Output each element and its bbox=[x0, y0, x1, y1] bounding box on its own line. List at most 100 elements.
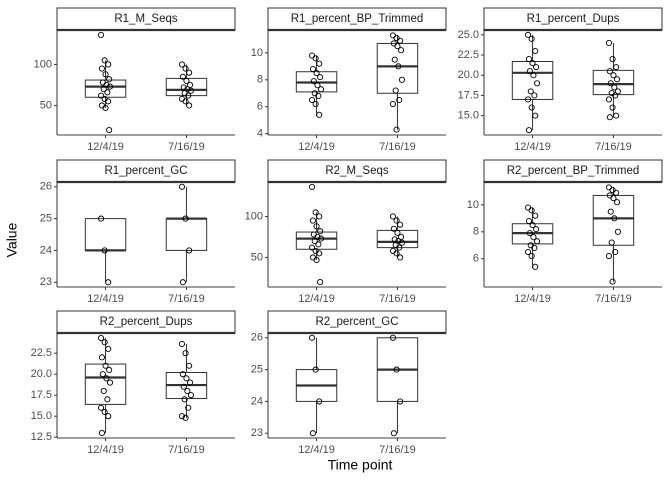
point bbox=[394, 229, 401, 236]
strip-label: R1_percent_BP_Trimmed bbox=[291, 13, 424, 25]
point bbox=[390, 430, 397, 437]
point bbox=[314, 233, 321, 241]
point bbox=[524, 248, 532, 256]
point bbox=[533, 238, 541, 245]
point bbox=[391, 236, 398, 243]
point bbox=[179, 371, 186, 378]
point bbox=[531, 92, 538, 99]
point bbox=[613, 189, 620, 196]
point bbox=[315, 92, 322, 100]
point bbox=[100, 86, 107, 93]
point bbox=[607, 80, 614, 87]
point bbox=[186, 69, 193, 76]
point bbox=[97, 92, 105, 99]
point bbox=[613, 64, 620, 71]
point bbox=[398, 76, 406, 83]
point bbox=[97, 334, 105, 342]
point bbox=[394, 43, 401, 50]
y-tick-label: 22.5 bbox=[31, 347, 52, 359]
point bbox=[182, 65, 189, 72]
point bbox=[529, 60, 536, 67]
point bbox=[183, 375, 190, 382]
y-tick-label: 15.0 bbox=[31, 410, 52, 422]
y-tick-label: 17.5 bbox=[458, 89, 479, 101]
point bbox=[182, 98, 189, 105]
point bbox=[317, 74, 324, 81]
point bbox=[605, 252, 613, 260]
y-tick-label: 50 bbox=[251, 251, 263, 263]
point bbox=[105, 61, 112, 68]
point bbox=[533, 64, 540, 71]
point bbox=[187, 379, 194, 386]
point bbox=[309, 217, 316, 224]
point bbox=[391, 56, 398, 63]
point bbox=[186, 102, 193, 109]
point bbox=[187, 81, 194, 89]
point bbox=[179, 279, 186, 286]
point bbox=[180, 383, 187, 390]
point bbox=[397, 254, 404, 261]
point bbox=[178, 413, 186, 420]
y-tick-label: 10 bbox=[251, 47, 263, 59]
point bbox=[530, 72, 537, 79]
y-tick-label: 22.5 bbox=[458, 49, 479, 61]
y-tick-label: 25.0 bbox=[458, 29, 479, 41]
point bbox=[395, 238, 402, 245]
point bbox=[396, 244, 403, 251]
point bbox=[606, 68, 613, 75]
point bbox=[390, 225, 397, 232]
point bbox=[606, 114, 613, 121]
y-tick-label: 100 bbox=[245, 210, 263, 222]
x-tick-label: 12/4/19 bbox=[298, 141, 335, 153]
point bbox=[528, 104, 535, 111]
point bbox=[316, 213, 323, 220]
point bbox=[532, 112, 539, 119]
x-tick-label: 12/4/19 bbox=[87, 141, 124, 153]
box bbox=[592, 194, 635, 246]
point bbox=[106, 127, 113, 134]
point bbox=[525, 127, 532, 134]
point bbox=[526, 230, 533, 237]
point bbox=[531, 244, 538, 252]
y-axis-title: Value bbox=[4, 222, 20, 257]
point bbox=[393, 126, 400, 133]
point bbox=[532, 212, 539, 219]
point bbox=[315, 241, 322, 248]
point bbox=[97, 215, 105, 222]
point bbox=[608, 239, 615, 246]
y-tick-label: 10 bbox=[467, 199, 479, 211]
x-tick-label: 12/4/19 bbox=[298, 293, 335, 305]
y-tick-label: 15.0 bbox=[458, 110, 479, 122]
point bbox=[609, 56, 616, 63]
point bbox=[101, 247, 108, 254]
point bbox=[614, 88, 622, 95]
x-tick-label: 7/16/19 bbox=[595, 141, 632, 153]
point bbox=[605, 96, 613, 103]
point bbox=[395, 63, 402, 70]
point bbox=[614, 76, 621, 83]
point bbox=[99, 371, 106, 378]
x-tick-label: 7/16/19 bbox=[168, 444, 205, 456]
point bbox=[530, 234, 537, 241]
point bbox=[312, 366, 319, 373]
point bbox=[529, 222, 536, 229]
point bbox=[182, 350, 189, 357]
strip-label: R2_percent_Dups bbox=[100, 316, 193, 328]
point bbox=[186, 362, 193, 369]
point bbox=[605, 39, 613, 46]
point bbox=[106, 83, 114, 90]
point bbox=[526, 68, 533, 75]
y-tick-label: 6 bbox=[473, 253, 479, 265]
point bbox=[317, 279, 324, 286]
point bbox=[187, 392, 195, 399]
x-tick-label: 7/16/19 bbox=[168, 141, 205, 153]
point bbox=[97, 31, 105, 38]
y-tick-label: 20.0 bbox=[31, 368, 52, 380]
point bbox=[308, 183, 316, 190]
point bbox=[316, 111, 323, 118]
point bbox=[397, 398, 404, 405]
point bbox=[313, 70, 320, 77]
y-tick-label: 8 bbox=[257, 74, 263, 86]
box bbox=[295, 231, 338, 250]
